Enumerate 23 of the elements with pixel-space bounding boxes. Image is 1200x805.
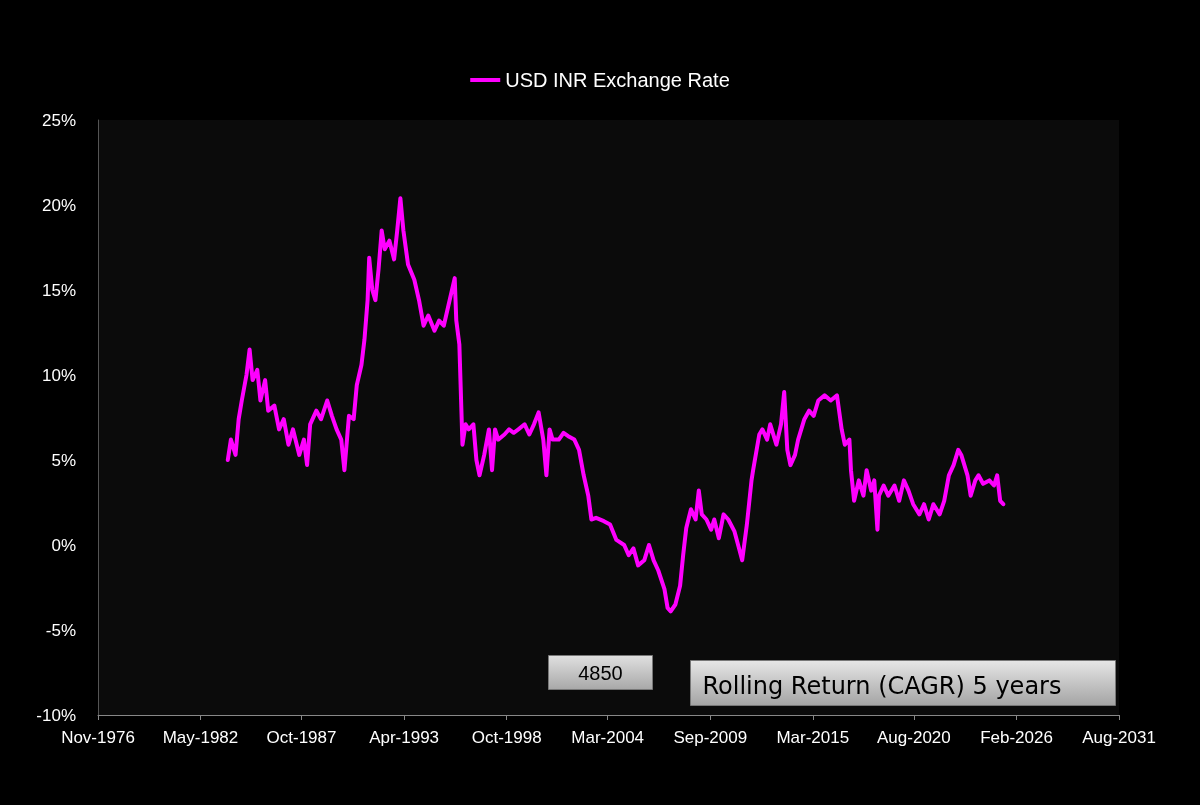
y-tick-label: 5%: [51, 450, 76, 470]
y-tick-label: -10%: [36, 705, 76, 725]
x-tick-label: Nov-1976: [61, 728, 135, 747]
x-tick-label: Apr-1993: [369, 728, 440, 747]
x-tick-label: May-1982: [162, 728, 239, 747]
annotation: Rolling Return (CAGR) 5 years: [702, 671, 1062, 700]
x-tick-label: Oct-1987: [266, 728, 337, 747]
y-tick-label: 25%: [41, 110, 76, 130]
x-tick-label: Aug-2031: [1082, 728, 1156, 747]
x-tick-label: Aug-2020: [877, 728, 951, 747]
y-tick-label: 20%: [41, 195, 76, 215]
legend-label: USD INR Exchange Rate: [505, 69, 730, 91]
x-tick-label: Feb-2026: [980, 728, 1053, 747]
x-tick-label: Oct-1998: [471, 728, 542, 747]
line-series: [225, 196, 1006, 614]
y-tick-label: 15%: [41, 280, 76, 300]
y-tick-label: -5%: [45, 620, 76, 640]
annotation: 4850: [578, 661, 623, 684]
x-tick-label: Mar-2004: [571, 728, 645, 747]
y-tick-label: 0%: [51, 535, 76, 555]
x-tick-label: Mar-2015: [776, 728, 850, 747]
x-tick-label: Sep-2009: [673, 728, 748, 747]
y-tick-label: 10%: [41, 365, 76, 385]
